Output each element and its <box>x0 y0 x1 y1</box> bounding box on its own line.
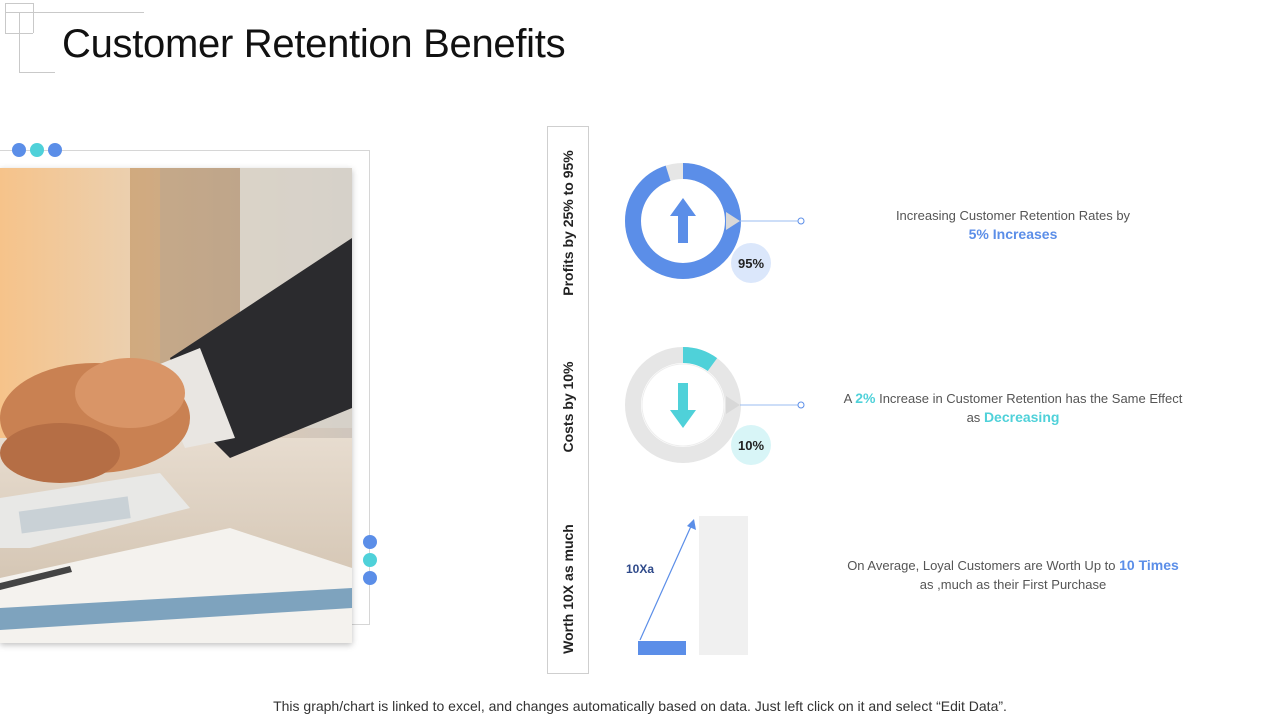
label-worth: Worth 10X as much <box>560 524 576 654</box>
metric3-description: On Average, Loyal Customers are Worth Up… <box>838 556 1188 594</box>
connector-dot <box>797 217 805 225</box>
decor-dot <box>363 535 377 549</box>
badge-95: 95% <box>731 243 771 283</box>
corner-line-top <box>5 12 144 13</box>
label-profits: Profits by 25% to 95% <box>560 150 576 296</box>
handshake-photo <box>0 168 352 643</box>
decor-dot <box>48 143 62 157</box>
metric2-text2: as <box>966 410 981 425</box>
metric2-prefix: A <box>843 391 852 406</box>
bar-small <box>638 641 686 655</box>
badge-10: 10% <box>731 425 771 465</box>
decor-dot <box>30 143 44 157</box>
label-costs: Costs by 10% <box>560 361 576 453</box>
metric1-description: Increasing Customer Retention Rates by 5… <box>848 206 1178 244</box>
metric2-text1: Increase in Customer Retention has the S… <box>879 391 1183 406</box>
metric3-text2: as ,much as their First Purchase <box>919 577 1107 592</box>
metric3-highlight: 10 Times <box>1119 557 1179 573</box>
metric3-text1: On Average, Loyal Customers are Worth Up… <box>847 558 1116 573</box>
decor-dot <box>12 143 26 157</box>
category-label-bar: Profits by 25% to 95% Costs by 10% Worth… <box>547 126 589 674</box>
corner-line-long-left <box>19 12 20 72</box>
metric2-highlight-decreasing: Decreasing <box>983 409 1060 425</box>
metric2-description: A 2% Increase in Customer Retention has … <box>838 389 1188 427</box>
decor-dot <box>363 553 377 567</box>
metric1-text: Increasing Customer Retention Rates by <box>895 208 1131 223</box>
arrow-up-icon <box>670 198 696 243</box>
pointer-icon <box>726 212 740 230</box>
arrow-down-icon <box>670 383 696 428</box>
metric3-label: 10Xa <box>626 562 655 576</box>
growth-arrow-icon <box>639 519 696 641</box>
metric1-highlight: 5% Increases <box>968 226 1058 242</box>
connector-dot <box>797 401 805 409</box>
corner-line-top-inner <box>5 3 33 4</box>
corner-line-bottom <box>19 72 55 73</box>
pointer-icon <box>726 396 740 414</box>
page-title: Customer Retention Benefits <box>62 22 566 66</box>
bar-tall-background <box>699 516 748 655</box>
footer-note: This graph/chart is linked to excel, and… <box>273 698 1007 714</box>
metric2-highlight-percent: 2% <box>855 390 876 406</box>
corner-line-left <box>5 3 6 33</box>
donut-fill <box>625 347 741 463</box>
decor-dot <box>363 571 377 585</box>
corner-line-right-inner <box>33 3 34 33</box>
donut-chart-costs <box>625 347 805 463</box>
donut-chart-profits <box>625 163 805 279</box>
